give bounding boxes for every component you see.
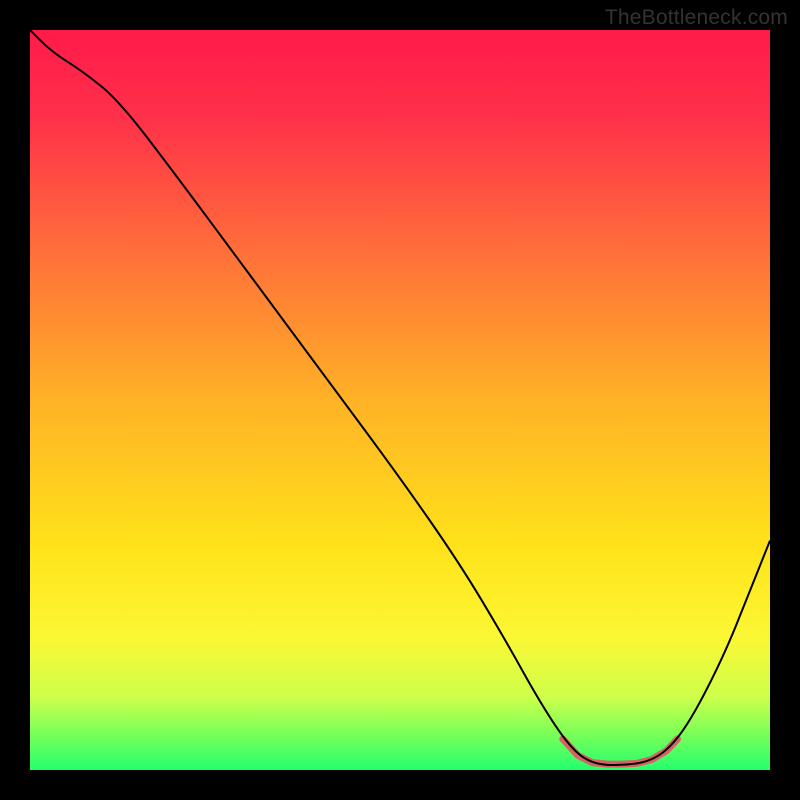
- curve-layer: [30, 30, 770, 770]
- watermark-text: TheBottleneck.com: [605, 6, 788, 30]
- bottleneck-curve: [30, 30, 770, 765]
- plot-area: [30, 30, 770, 770]
- highlight-band: [563, 739, 678, 764]
